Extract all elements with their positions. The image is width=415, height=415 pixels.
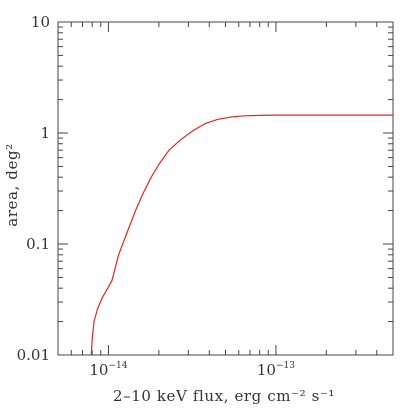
axes: [57, 21, 394, 356]
y-tick-label: 0.01: [17, 346, 50, 364]
series-group: [90, 114, 393, 356]
tick-labels: 0.01 0.1 1 10 10−14 10−13: [17, 13, 296, 379]
y-axis-title: area, deg²: [3, 143, 21, 227]
y-tick-label: 10: [31, 13, 50, 31]
plot-frame: [57, 21, 394, 356]
x-axis-title: 2–10 keV flux, erg cm⁻² s⁻¹: [113, 387, 335, 405]
y-tick-label: 0.1: [26, 235, 50, 253]
x-tick-label: 10−14: [89, 361, 127, 379]
series-line: [90, 114, 393, 356]
x-tick-label: 10−13: [257, 361, 295, 379]
y-tick-label: 1: [40, 124, 50, 142]
